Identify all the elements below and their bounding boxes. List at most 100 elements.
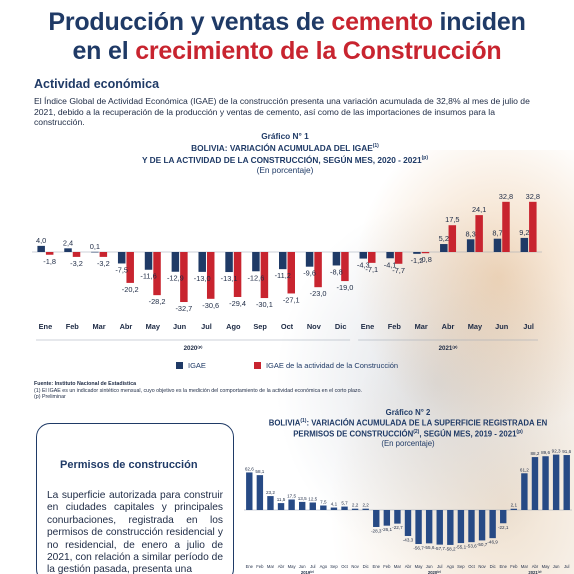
- construccion-value-label: -30,6: [202, 301, 219, 310]
- graph1-unit: (En porcentaje): [256, 164, 314, 175]
- permisos-bar: [309, 502, 316, 510]
- permisos-value-label: -58,2: [445, 546, 456, 551]
- chart1-month-tick: Jun: [495, 322, 509, 331]
- permisos-value-label: 61,2: [520, 467, 529, 472]
- igae-bar: [305, 252, 314, 267]
- permisos-bar: [404, 510, 412, 536]
- permisos-value-label: 2,2: [352, 503, 359, 508]
- permisos-bar: [447, 510, 454, 545]
- igae-bar: [520, 237, 529, 252]
- chart2-month-tick: Mar: [521, 564, 529, 569]
- construccion-value-label: 32,8: [526, 192, 540, 201]
- construccion-bar: [153, 252, 161, 296]
- graph2-title-2: PERMISOS DE CONSTRUCCIÓN(2), SEGÚN MES, …: [293, 429, 523, 439]
- construccion-value-label: -3,2: [70, 259, 83, 268]
- chart2-month-tick: Mar: [267, 564, 275, 569]
- chart1-month-tick: May: [468, 322, 483, 331]
- permisos-bar: [521, 473, 528, 510]
- construccion-bar: [529, 201, 537, 252]
- permisos-value-label: -28,3: [371, 528, 382, 533]
- construccion-bar: [314, 252, 322, 288]
- permisos-value-label: -57,7: [434, 546, 445, 551]
- permisos-bar: [478, 510, 486, 541]
- construccion-value-label: 24,1: [472, 205, 486, 214]
- graph2-unit: (En porcentaje): [381, 439, 435, 449]
- permisos-value-label: 92,3: [552, 449, 561, 454]
- chart2-month-tick: Dic: [490, 564, 496, 569]
- igae-bar: [386, 252, 394, 259]
- chart2-year-label: 2020(p): [428, 570, 441, 574]
- chart2-month-tick: Nov: [351, 564, 359, 569]
- permisos-bar: [373, 510, 380, 527]
- permisos-bar: [320, 505, 327, 510]
- igae-value-label: 4,0: [36, 236, 46, 245]
- chart2-month-tick: Abr: [278, 564, 285, 569]
- permisos-bar: [415, 510, 422, 545]
- permisos-bar: [267, 496, 274, 510]
- permisos-bar: [330, 507, 338, 510]
- chart2-month-tick: Sep: [457, 564, 465, 569]
- igae-bar: [225, 252, 233, 273]
- section-heading: Actividad económica: [34, 77, 160, 91]
- chart1-month-tick: Feb: [66, 322, 80, 331]
- chart2-year-label: 2021(p): [528, 570, 541, 574]
- chart1-month-tick: Nov: [307, 322, 322, 331]
- chart1-month-tick: Sep: [253, 322, 267, 331]
- chart2-month-tick: Sep: [330, 564, 338, 569]
- permisos-bar: [563, 455, 570, 510]
- chart2-year-label: 2019(p): [301, 570, 314, 574]
- igae-value-label: -4,3: [357, 261, 370, 270]
- permisos-value-label: 5,7: [341, 501, 348, 506]
- permisos-bar: [468, 510, 475, 543]
- chart1-month-tick: Ene: [39, 322, 53, 331]
- construccion-value-label: -7,1: [365, 265, 378, 274]
- construccion-bar: [260, 252, 269, 299]
- permisos-value-label: 13,5: [298, 496, 307, 501]
- permisos-value-label: 23,2: [266, 490, 275, 495]
- chart2-month-tick: Jul: [437, 564, 442, 569]
- permisos-value-label: -46,9: [487, 540, 498, 545]
- construccion-value-label: -27,1: [283, 295, 300, 304]
- igae-value-label: 2,4: [63, 238, 73, 247]
- construccion-value-label: -28,2: [149, 297, 166, 306]
- permisos-value-label: 7,5: [320, 500, 327, 505]
- legend-construccion: IGAE de la actividad de la Construcción: [253, 361, 398, 370]
- construccion-value-label: -32,7: [175, 304, 192, 313]
- chart1-month-tick: Abr: [442, 322, 455, 331]
- chart2-month-tick: Abr: [532, 564, 539, 569]
- chart1-month-tick: Ene: [361, 322, 375, 331]
- igae-value-label: -7,5: [115, 265, 128, 274]
- igae-value-label: -9,6: [303, 269, 316, 278]
- graph1-label: Gráfico N° 1: [261, 131, 309, 141]
- chart2-month-tick: Feb: [510, 564, 518, 569]
- igae-value-label: 9,2: [519, 228, 529, 237]
- chart2-month-tick: Jun: [299, 564, 306, 569]
- igae-bar: [493, 238, 502, 252]
- page-title-line-1: Producción y ventas de cemento inciden: [48, 8, 526, 36]
- permisos-bar: [425, 510, 433, 544]
- permisos-bar: [531, 457, 539, 510]
- construccion-bar: [475, 215, 483, 252]
- chart1-month-tick: May: [146, 322, 161, 331]
- permisos-bar: [246, 472, 253, 510]
- permisos-value-label: -26,1: [382, 527, 393, 532]
- permisos-bar: [489, 510, 496, 539]
- chart2-month-tick: Ene: [246, 564, 254, 569]
- construccion-bar: [421, 252, 430, 254]
- chart2-month-tick: Dic: [363, 564, 369, 569]
- igae-bar: [440, 244, 448, 252]
- legend-construccion-swatch: [253, 362, 261, 369]
- igae-value-label: 8,3: [466, 229, 476, 238]
- chart1-month-tick: Dic: [335, 322, 347, 331]
- permisos-value-label: 62,6: [245, 466, 254, 471]
- title-highlight-cemento: cemento: [331, 8, 433, 36]
- chart1-month-tick: Ago: [226, 322, 241, 331]
- chart2-month-tick: Ago: [320, 564, 328, 569]
- permisos-value-label: -55,6: [424, 545, 435, 550]
- chart2-month-tick: Jul: [310, 564, 315, 569]
- chart1-month-tick: Jul: [201, 322, 212, 331]
- title-highlight-construccion: crecimiento de la Construcción: [135, 37, 502, 65]
- construccion-value-label: -30,1: [256, 300, 273, 309]
- legend-igae: IGAE: [176, 361, 206, 370]
